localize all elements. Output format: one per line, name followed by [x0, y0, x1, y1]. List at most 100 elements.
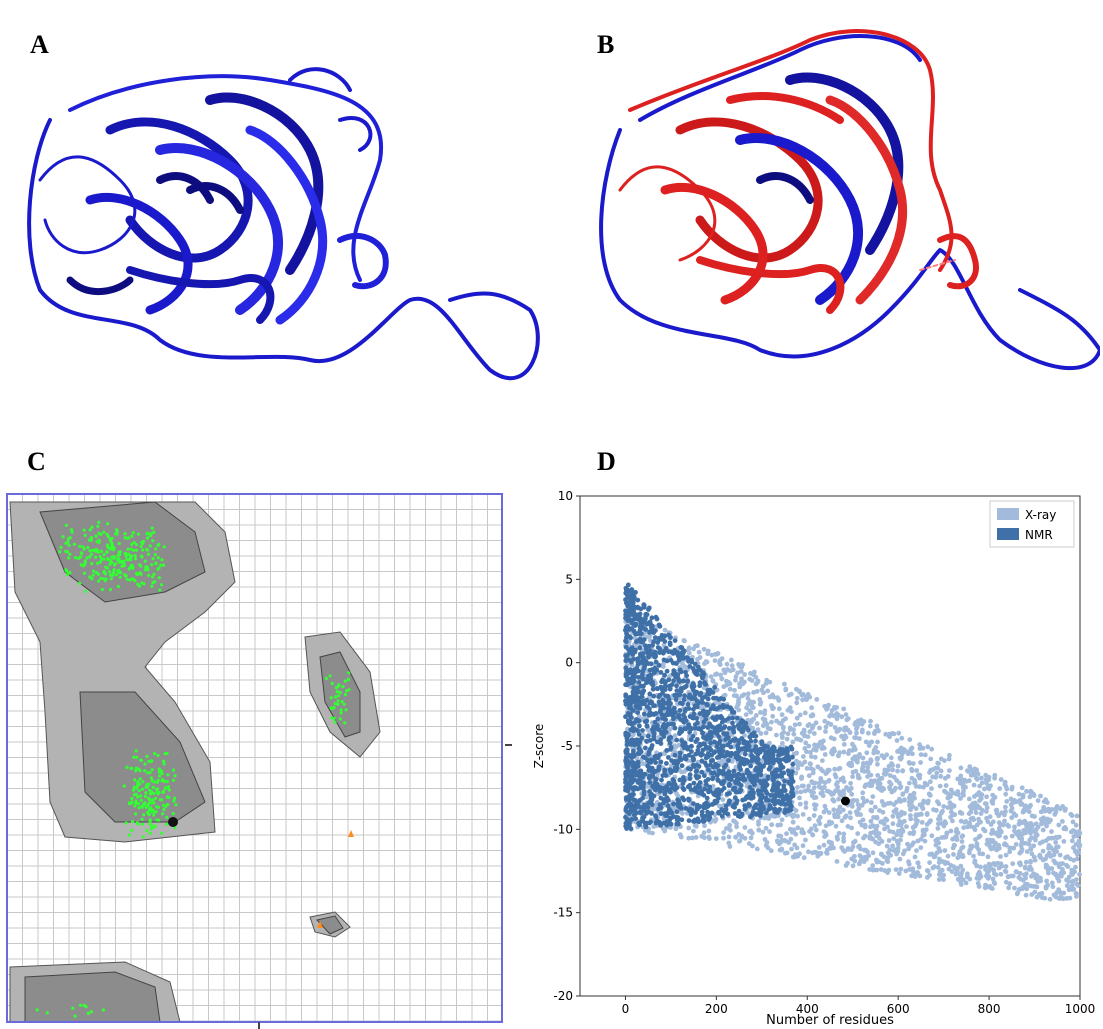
xray-point	[1026, 841, 1032, 847]
xray-point	[817, 739, 823, 745]
xray-point	[1077, 842, 1083, 848]
xray-point	[987, 884, 993, 889]
nmr-point	[635, 659, 641, 665]
xray-point	[916, 864, 922, 870]
nmr-point	[790, 754, 795, 760]
nmr-point	[726, 716, 732, 721]
xray-point	[945, 853, 951, 859]
xray-point	[1028, 846, 1034, 852]
xray-point	[870, 863, 876, 868]
xray-point	[651, 824, 657, 829]
xray-point	[899, 829, 904, 835]
nmr-point	[740, 797, 746, 803]
nmr-point	[643, 745, 648, 751]
xray-point	[1009, 815, 1015, 821]
residue-point	[173, 796, 177, 800]
xray-point	[1063, 855, 1068, 861]
residue-point	[149, 792, 153, 796]
residue-point	[128, 833, 132, 837]
xray-point	[827, 713, 832, 719]
xray-point	[1057, 873, 1063, 878]
nmr-point	[689, 743, 694, 749]
xray-point	[890, 843, 895, 849]
nmr-point	[640, 815, 646, 821]
nmr-point	[647, 630, 652, 635]
x-tick-label: 400	[796, 1002, 819, 1016]
nmr-point	[656, 635, 662, 641]
xray-point	[941, 823, 947, 829]
xray-point	[1060, 819, 1065, 824]
residue-point	[122, 784, 126, 788]
xray-point	[1031, 791, 1036, 797]
xray-point	[690, 835, 695, 841]
nmr-point	[753, 803, 758, 808]
xray-point	[912, 854, 918, 860]
nmr-point	[632, 809, 638, 814]
xray-point	[920, 806, 926, 812]
xray-point	[970, 801, 976, 806]
nmr-point	[674, 809, 680, 815]
nmr-point	[651, 627, 656, 633]
xray-point	[917, 873, 923, 879]
xray-point	[958, 796, 963, 801]
xray-point	[794, 700, 800, 706]
xray-point	[1034, 884, 1040, 890]
xray-point	[726, 834, 732, 840]
xray-point	[805, 734, 811, 740]
nmr-point	[682, 740, 688, 746]
xray-point	[895, 848, 901, 854]
nmr-point	[689, 749, 694, 754]
xray-point	[784, 736, 790, 742]
residue-point	[109, 547, 113, 551]
nmr-point	[755, 760, 760, 765]
nmr-point	[755, 788, 761, 794]
nmr-point	[627, 713, 633, 719]
xray-point	[941, 804, 947, 809]
xray-point	[897, 819, 903, 824]
residue-point	[142, 813, 146, 817]
nmr-point	[733, 779, 738, 785]
xray-point	[910, 761, 916, 766]
nmr-point	[662, 672, 667, 678]
residue-point	[152, 810, 156, 814]
residue-point	[144, 791, 148, 795]
xray-point	[947, 768, 952, 773]
xray-point	[977, 783, 982, 789]
xray-point	[728, 668, 733, 674]
xray-point	[765, 688, 771, 694]
xray-point	[891, 774, 897, 780]
nmr-point	[695, 748, 701, 753]
xray-point	[815, 853, 821, 858]
nmr-point	[756, 767, 762, 773]
xray-point	[955, 855, 961, 861]
nmr-point	[716, 696, 722, 702]
xray-point	[696, 649, 702, 655]
residue-point	[73, 1014, 77, 1018]
xray-point	[806, 783, 812, 789]
xray-point	[860, 795, 866, 801]
xray-point	[732, 687, 737, 693]
nmr-point	[686, 797, 692, 803]
nmr-point	[697, 804, 703, 809]
xray-point	[1024, 824, 1030, 830]
xray-point	[792, 722, 798, 728]
residue-point	[346, 677, 350, 682]
residue-point	[144, 805, 148, 810]
xray-point	[835, 753, 841, 758]
nmr-point	[771, 744, 776, 750]
nmr-point	[728, 753, 733, 759]
residue-point	[152, 780, 156, 784]
xray-point	[910, 751, 915, 757]
residue-point	[330, 716, 334, 720]
xray-point	[862, 833, 868, 839]
xray-point	[763, 681, 769, 686]
nmr-point	[706, 787, 712, 793]
nmr-point	[660, 715, 665, 721]
nmr-point	[716, 810, 722, 816]
residue-point	[151, 539, 155, 543]
xray-point	[984, 794, 989, 800]
nmr-point	[655, 640, 661, 645]
nmr-point	[640, 669, 645, 674]
xray-point	[1016, 791, 1022, 797]
xray-point	[1073, 864, 1078, 870]
